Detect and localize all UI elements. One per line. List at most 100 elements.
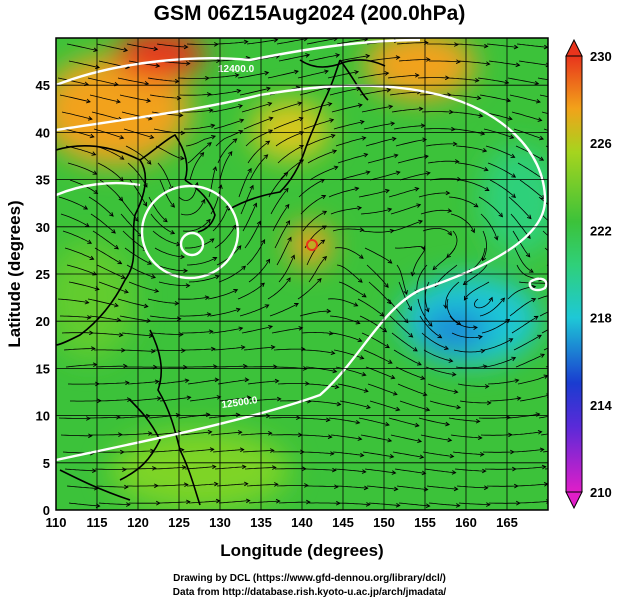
streamline	[330, 434, 362, 440]
streamline-arrowhead	[268, 324, 274, 330]
streamline-arrowhead	[507, 116, 513, 121]
streamline	[427, 160, 459, 164]
streamline	[387, 74, 419, 79]
streamline-arrowhead	[152, 466, 157, 471]
streamline	[119, 315, 151, 322]
streamline-arrowhead	[482, 364, 488, 369]
contour-12400	[56, 38, 421, 87]
streamline	[186, 43, 218, 45]
streamline	[517, 375, 548, 385]
streamline-arrowhead	[332, 368, 338, 374]
x-tick-label-140: 140	[291, 515, 313, 530]
streamline-arrowhead	[294, 303, 299, 308]
streamline	[117, 298, 148, 307]
streamline	[187, 379, 219, 385]
streamline-arrowhead	[284, 187, 289, 193]
streamline	[269, 303, 299, 317]
streamline-arrowhead	[264, 304, 270, 309]
streamline	[334, 247, 364, 259]
streamline-arrowhead	[294, 69, 299, 75]
streamline	[338, 281, 367, 298]
streamline-arrowhead	[421, 470, 427, 476]
streamline	[540, 433, 548, 436]
streamline-arrowhead	[201, 198, 206, 204]
streamline-arrowhead	[274, 378, 280, 384]
streamline	[66, 43, 98, 51]
streamline	[487, 379, 519, 385]
streamline-arrowhead	[390, 121, 396, 126]
streamline	[237, 72, 269, 79]
streamline-arrowhead	[206, 312, 212, 317]
streamline-arrowhead	[482, 147, 488, 153]
streamline-arrowhead	[330, 350, 336, 356]
streamline-arrowhead	[155, 63, 161, 68]
streamline-arrowhead	[525, 252, 531, 258]
streamline	[510, 431, 542, 436]
streamline-arrowhead	[93, 189, 99, 195]
streamline	[432, 247, 456, 270]
streamline	[483, 128, 514, 139]
streamline	[333, 349, 364, 359]
streamline-arrowhead	[385, 343, 390, 349]
contour-label-12400: 12400.0	[218, 64, 255, 75]
streamline	[188, 60, 220, 62]
streamline	[511, 111, 542, 121]
streamline-arrowhead	[528, 268, 534, 273]
streamline	[213, 119, 244, 130]
streamline-arrowhead	[403, 318, 409, 324]
streamline-arrowhead	[425, 171, 431, 176]
streamline	[96, 43, 128, 51]
streamline-arrowhead	[146, 159, 152, 165]
streamline	[339, 400, 371, 409]
streamline-arrowhead	[228, 151, 233, 156]
streamline-arrowhead	[363, 152, 369, 158]
streamline	[94, 468, 126, 470]
streamline-arrowhead	[170, 230, 176, 235]
streamline-arrowhead	[321, 225, 327, 230]
streamline-arrowhead	[473, 203, 479, 208]
streamline	[478, 417, 510, 419]
colorbar-tick-210: 210	[590, 485, 612, 500]
streamline	[360, 208, 392, 215]
streamline-arrowhead	[473, 325, 478, 330]
streamline-arrowhead	[180, 130, 186, 136]
streamline-arrowhead	[263, 154, 269, 159]
streamline	[420, 209, 452, 215]
streamline-arrowhead	[357, 337, 363, 343]
streamline	[539, 311, 548, 317]
warm-core-marker	[306, 239, 318, 251]
x-tick-label-160: 160	[455, 515, 477, 530]
streamline-arrowhead	[526, 214, 532, 220]
y-tick-label-20: 20	[36, 314, 50, 329]
streamline-arrowhead	[147, 431, 153, 436]
streamline-arrowhead	[120, 274, 126, 279]
streamline	[330, 207, 362, 215]
streamline	[215, 365, 247, 368]
streamline-arrowhead	[393, 153, 399, 159]
colorbar: 230 226 222 218 214 210	[565, 38, 612, 510]
streamline	[450, 213, 475, 233]
streamline	[485, 357, 516, 368]
streamline-arrowhead	[395, 170, 401, 176]
streamline	[397, 383, 427, 396]
streamline	[457, 383, 489, 387]
streamline	[393, 349, 422, 366]
streamline	[515, 354, 545, 368]
streamline	[446, 298, 461, 325]
x-tick-label-165: 165	[496, 515, 518, 530]
streamline	[448, 196, 479, 208]
streamline-arrowhead	[388, 104, 394, 110]
streamline-arrowhead	[540, 353, 545, 358]
streamline-arrowhead	[149, 134, 155, 140]
streamline-arrowhead	[514, 378, 520, 384]
streamline	[426, 485, 458, 490]
streamline	[158, 281, 190, 286]
streamline-arrowhead	[183, 44, 189, 50]
streamline-arrowhead	[283, 171, 289, 177]
streamline	[278, 255, 295, 283]
streamline	[97, 162, 124, 182]
geopotential-contours	[56, 38, 548, 462]
streamline-arrowhead	[537, 117, 543, 122]
streamline	[276, 237, 292, 266]
streamline	[398, 502, 430, 507]
